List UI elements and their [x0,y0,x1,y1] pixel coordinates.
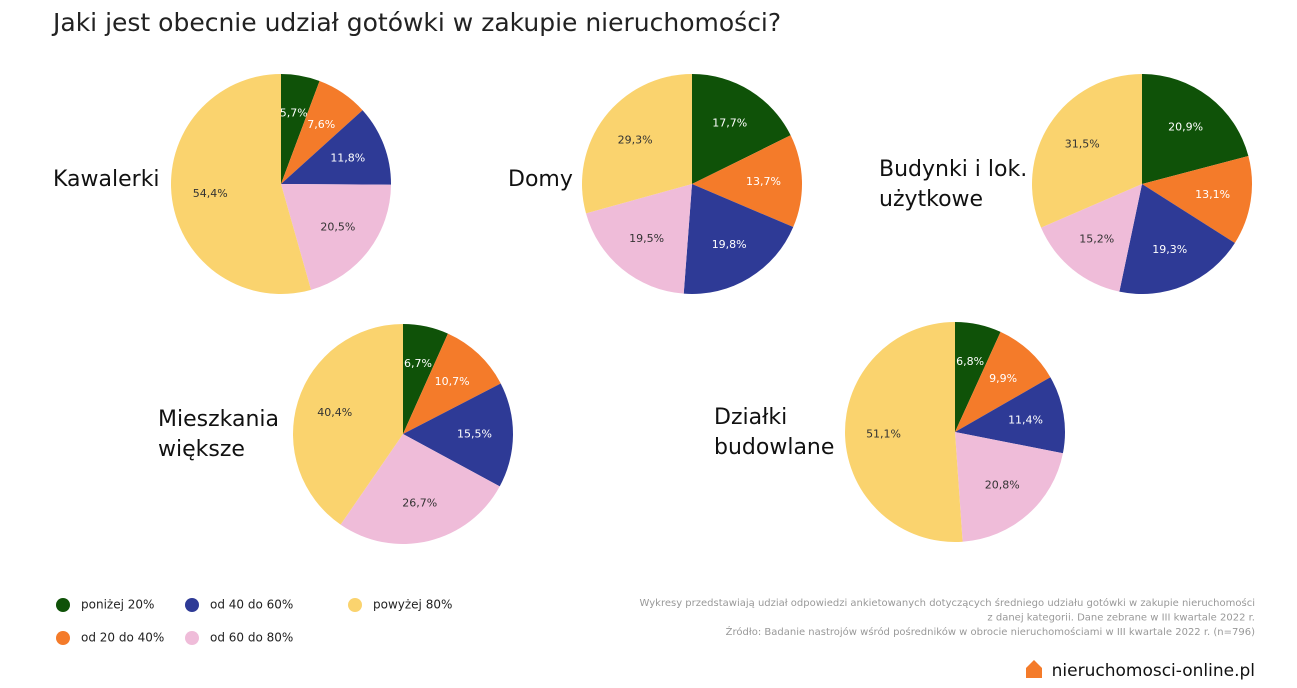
slice-label: 17,7% [712,116,747,129]
slice-label: 19,5% [629,232,664,245]
pie-slice [281,110,391,185]
slice-label: 13,1% [1195,188,1230,201]
slice-label: 11,8% [330,152,365,165]
legend-swatch [185,598,199,612]
slice-label: 10,7% [435,375,470,388]
pie-slice [955,322,1001,432]
slice-label: 9,9% [989,372,1017,385]
pie-slice [844,322,963,542]
pie-slice [1119,184,1235,294]
page-title: Jaki jest obecnie udział gotówki w zakup… [51,8,781,37]
slice-label: 31,5% [1065,138,1100,151]
slice-label: 26,7% [402,497,437,510]
pie-slice [403,333,501,434]
slice-label: 7,6% [307,118,335,131]
pie-slice [340,434,500,544]
legend-label: od 60 do 80% [210,631,293,645]
pie-slice [692,74,791,184]
legend-label: od 20 do 40% [81,631,164,645]
slice-label: 15,2% [1079,232,1114,245]
source: Źródło: Badanie nastrojów wśród pośredni… [726,625,1255,638]
slice-label: 11,4% [1008,413,1043,426]
slice-label: 20,9% [1168,120,1203,133]
slice-label: 19,3% [1152,243,1187,256]
legend-label: od 40 do 60% [210,598,293,612]
pie-slice [293,324,403,525]
logo-icon [1026,660,1042,678]
slice-label: 29,3% [618,134,653,147]
pie-title: Mieszkania większe [158,407,280,462]
legend-label: poniżej 20% [81,598,154,612]
pie-title: Kawalerki [53,167,160,192]
pie-slice [403,324,448,434]
pie-slice [955,331,1051,432]
note: Wykresy przedstawiają udział odpowiedzi … [640,597,1255,609]
legend-swatch [56,598,70,612]
pie-slice [955,432,1063,542]
legend-swatch [56,631,70,645]
legend-swatch [348,598,362,612]
legend-label: powyżej 80% [373,598,452,612]
pie-slice [1032,74,1142,228]
slice-label: 15,5% [457,428,492,441]
pie-title: Działki budowlane [714,405,835,460]
pie-title: Domy [508,167,573,192]
slice-label: 19,8% [712,238,747,251]
slice-label: 13,7% [746,175,781,188]
pie-slice [585,184,692,294]
slice-label: 6,7% [404,357,432,370]
legend-swatch [185,631,199,645]
slice-label: 40,4% [317,406,352,419]
slice-label: 20,8% [985,479,1020,492]
pie-slice [692,135,802,228]
pie-slice [582,74,692,214]
slice-label: 5,7% [280,107,308,120]
pie-slice [281,80,363,184]
pie-slice [281,74,320,184]
pie-slice [1142,155,1252,243]
pie-slice [955,377,1065,454]
logo: nieruchomosci-online.pl [1052,661,1255,681]
pie-slice [1041,184,1142,292]
slice-label: 20,5% [320,220,355,233]
pie-title: Budynki i lok. użytkowe [879,157,1028,212]
slice-label: 51,1% [866,427,901,440]
pie-slice [683,184,794,294]
pie-slice [1142,74,1249,184]
slice-label: 6,8% [956,355,984,368]
pie-slice [281,184,391,290]
pie-slice [171,74,312,294]
note: z danej kategorii. Dane zebrane w III kw… [987,613,1255,624]
pie-slice [403,383,513,487]
slice-label: 54,4% [193,187,228,200]
